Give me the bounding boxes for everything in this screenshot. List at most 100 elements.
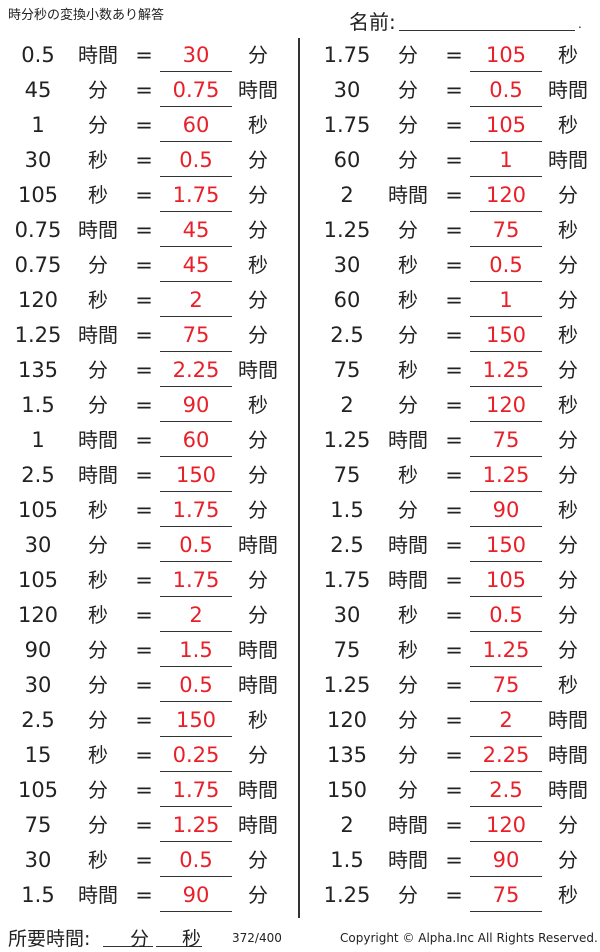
answer-line	[160, 421, 232, 422]
from-unit: 時間	[78, 43, 118, 67]
answer-value: 60	[182, 428, 210, 452]
to-unit: 分	[558, 603, 578, 627]
problem-row: 2 時間 = 120 分	[0, 178, 600, 213]
answer-line	[160, 771, 232, 772]
from-unit: 時間	[388, 568, 428, 592]
equals-sign: =	[135, 288, 153, 312]
to-unit: 分	[248, 603, 268, 627]
to-unit: 分	[248, 848, 268, 872]
problem-value: 2	[340, 393, 354, 417]
equals-sign: =	[445, 253, 463, 277]
to-unit: 時間	[238, 673, 278, 697]
problem-row: 2.5 時間 = 150 分	[0, 458, 600, 493]
problem-row: 150 分 = 2.5 時間	[0, 773, 600, 808]
problem-value: 1.25	[14, 323, 62, 347]
answer-line	[470, 281, 542, 282]
equals-sign: =	[135, 883, 153, 907]
problem-value: 60	[333, 148, 361, 172]
answer-line	[470, 351, 542, 352]
equals-sign: =	[445, 183, 463, 207]
to-unit: 分	[248, 148, 268, 172]
column-divider	[298, 38, 300, 918]
from-unit: 分	[398, 778, 418, 802]
problem-row: 15 秒 = 0.25 分	[0, 738, 600, 773]
answer-line	[470, 701, 542, 702]
answer-line	[470, 841, 542, 842]
worksheet-title: 時分秒の変換小数あり解答	[8, 8, 165, 23]
answer-value: 0.5	[179, 148, 213, 172]
equals-sign: =	[445, 848, 463, 872]
answer-value: 0.5	[489, 253, 523, 277]
to-unit: 時間	[238, 358, 278, 382]
problem-row: 105 秒 = 1.75 分	[0, 178, 600, 213]
answer-line	[470, 876, 542, 877]
answer-line	[160, 71, 232, 72]
name-input-line[interactable]	[399, 30, 575, 31]
equals-sign: =	[445, 708, 463, 732]
answer-value: 90	[182, 883, 210, 907]
problem-value: 105	[17, 778, 59, 802]
to-unit: 秒	[558, 393, 578, 417]
equals-sign: =	[445, 288, 463, 312]
answer-line	[470, 526, 542, 527]
problem-row: 60 秒 = 1 分	[0, 283, 600, 318]
to-unit: 時間	[548, 78, 588, 102]
from-unit: 分	[398, 498, 418, 522]
answer-value: 0.5	[489, 603, 523, 627]
answer-value: 120	[485, 183, 527, 207]
answer-value: 1.25	[482, 358, 530, 382]
answer-line	[470, 106, 542, 107]
to-unit: 秒	[558, 883, 578, 907]
from-unit: 秒	[88, 288, 108, 312]
problem-value: 30	[333, 253, 361, 277]
to-unit: 秒	[248, 393, 268, 417]
problem-value: 1.5	[21, 883, 55, 907]
problem-row: 30 秒 = 0.5 分	[0, 598, 600, 633]
answer-value: 1	[499, 288, 513, 312]
problem-row: 120 分 = 2 時間	[0, 703, 600, 738]
to-unit: 秒	[558, 498, 578, 522]
answer-line	[160, 806, 232, 807]
minute-input-line[interactable]	[103, 946, 153, 947]
from-unit: 分	[88, 673, 108, 697]
problem-row: 75 秒 = 1.25 分	[0, 633, 600, 668]
from-unit: 分	[398, 113, 418, 137]
answer-line	[470, 176, 542, 177]
answer-value: 2	[499, 708, 513, 732]
answer-value: 1.75	[172, 183, 220, 207]
equals-sign: =	[135, 393, 153, 417]
answer-value: 30	[182, 43, 210, 67]
to-unit: 時間	[548, 708, 588, 732]
problem-row: 135 分 = 2.25 時間	[0, 738, 600, 773]
to-unit: 分	[248, 288, 268, 312]
problem-value: 1.25	[323, 883, 371, 907]
from-unit: 分	[398, 673, 418, 697]
problem-row: 120 秒 = 2 分	[0, 598, 600, 633]
from-unit: 時間	[78, 883, 118, 907]
second-input-line[interactable]	[156, 946, 202, 947]
answer-value: 90	[492, 848, 520, 872]
from-unit: 分	[88, 253, 108, 277]
problem-row: 45 分 = 0.75 時間	[0, 73, 600, 108]
problem-value: 1.25	[323, 428, 371, 452]
answer-line	[160, 211, 232, 212]
to-unit: 分	[248, 743, 268, 767]
to-unit: 分	[248, 498, 268, 522]
problem-row: 2.5 時間 = 150 分	[0, 528, 600, 563]
from-unit: 時間	[388, 848, 428, 872]
answer-line	[160, 281, 232, 282]
from-unit: 秒	[88, 183, 108, 207]
problem-value: 60	[333, 288, 361, 312]
from-unit: 秒	[88, 848, 108, 872]
answer-line	[160, 596, 232, 597]
to-unit: 時間	[238, 778, 278, 802]
to-unit: 分	[248, 428, 268, 452]
equals-sign: =	[135, 638, 153, 662]
from-unit: 分	[88, 778, 108, 802]
from-unit: 分	[88, 358, 108, 382]
to-unit: 秒	[558, 43, 578, 67]
problem-row: 0.5 時間 = 30 分	[0, 38, 600, 73]
equals-sign: =	[135, 78, 153, 102]
problem-row: 1.75 時間 = 105 分	[0, 563, 600, 598]
problem-value: 1	[31, 428, 45, 452]
